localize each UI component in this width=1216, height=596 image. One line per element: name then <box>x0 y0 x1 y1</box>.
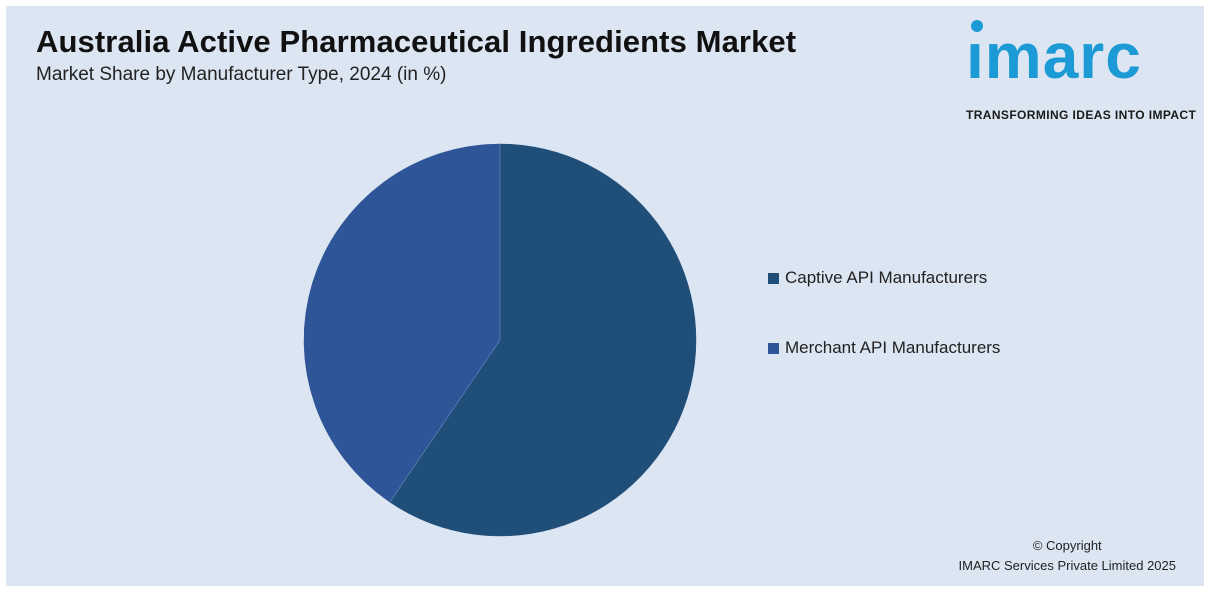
pie-chart <box>303 143 697 537</box>
legend-swatch <box>768 342 779 354</box>
logo-tagline: TRANSFORMING IDEAS INTO IMPACT <box>966 108 1197 122</box>
chart-background: Australia Active Pharmaceutical Ingredie… <box>6 6 1204 586</box>
copyright-line: © Copyright <box>1032 538 1102 553</box>
chart-title: Australia Active Pharmaceutical Ingredie… <box>36 24 797 59</box>
pie-slice-captive-api-manufacturers <box>389 143 697 537</box>
imarc-logo: ımarc TRANSFORMING IDEAS INTO IMPACT <box>966 20 1197 126</box>
legend-label: Captive API Manufacturers <box>785 268 988 287</box>
pie-slice-merchant-api-manufacturers <box>303 143 501 503</box>
chart-subtitle: Market Share by Manufacturer Type, 2024 … <box>36 64 447 85</box>
slice-separator <box>389 339 501 503</box>
legend-item: Merchant API Manufacturers <box>768 338 1000 358</box>
legend-swatch <box>768 272 779 284</box>
logo-wordmark: ımarc <box>966 20 1142 92</box>
copyright-owner: IMARC Services Private Limited 2025 <box>958 558 1176 573</box>
legend-label: Merchant API Manufacturers <box>785 338 1001 357</box>
copyright-notice: © Copyright IMARC Services Private Limit… <box>959 536 1176 576</box>
legend-item: Captive API Manufacturers <box>768 268 987 288</box>
logo-dot-icon <box>971 20 983 32</box>
